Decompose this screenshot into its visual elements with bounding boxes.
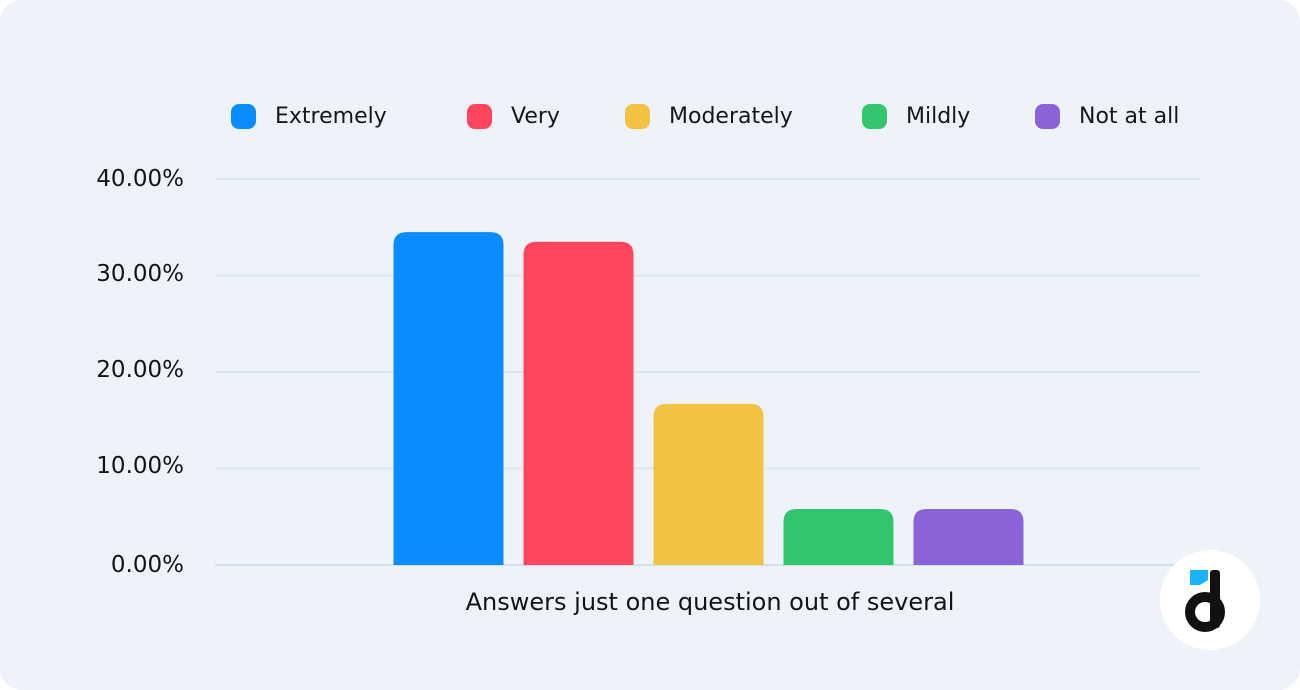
legend-item-not-at-all: Not at all xyxy=(1035,101,1179,131)
legend-label-extremely: Extremely xyxy=(275,103,387,129)
legend-item-very: Very xyxy=(467,101,560,131)
bar-extremely xyxy=(393,232,504,565)
legend-label-moderately: Moderately xyxy=(669,103,793,129)
legend-item-extremely: Extremely xyxy=(231,101,387,131)
legend-swatch-mildly xyxy=(862,103,887,129)
y-tick-label-40: 40.00% xyxy=(96,166,184,192)
legend-swatch-extremely xyxy=(231,103,256,129)
legend-item-moderately: Moderately xyxy=(625,101,793,131)
y-tick-label-0: 0.00% xyxy=(110,552,184,578)
y-tick-label-30: 30.00% xyxy=(96,261,184,287)
bar-not-at-all xyxy=(913,509,1024,565)
devtodev-d-logo-icon xyxy=(1185,570,1225,632)
legend-swatch-not-at-all xyxy=(1035,103,1060,129)
legend-label-not-at-all: Not at all xyxy=(1079,103,1180,129)
x-axis-title: Answers just one question out of several xyxy=(465,588,955,616)
y-tick-label-20: 20.00% xyxy=(96,357,184,383)
bar-very xyxy=(523,241,634,565)
legend-swatch-very xyxy=(467,103,492,129)
legend-item-mildly: Mildly xyxy=(862,101,970,131)
legend-label-very: Very xyxy=(511,103,560,129)
y-tick-label-10: 10.00% xyxy=(96,453,184,479)
bar-moderately xyxy=(653,403,764,565)
devtodev-logo xyxy=(1160,550,1260,650)
bar-mildly xyxy=(783,509,894,565)
legend-swatch-moderately xyxy=(625,103,650,129)
legend-label-mildly: Mildly xyxy=(906,103,971,129)
